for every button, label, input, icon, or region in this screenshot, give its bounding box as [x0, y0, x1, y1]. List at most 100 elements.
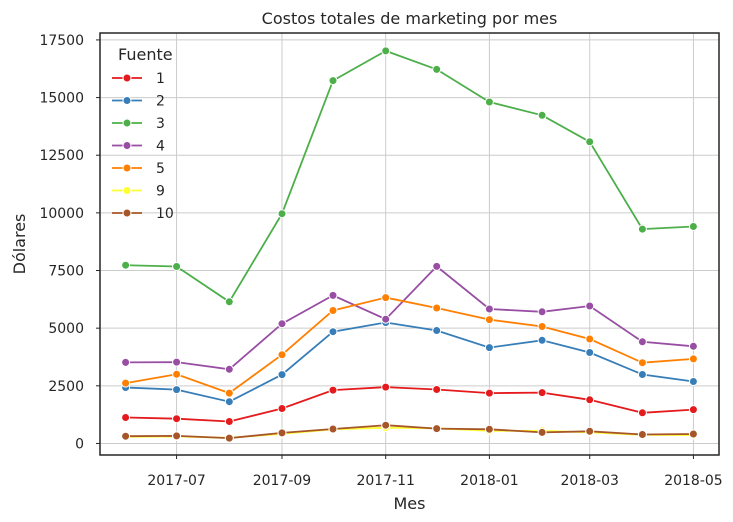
data-point-10	[688, 429, 698, 439]
data-point-5	[277, 350, 287, 360]
data-point-5	[537, 322, 547, 331]
y-axis-ticks: 0 2500 5000 7500 10000 12500 15000 17500	[39, 33, 100, 452]
legend-label: 3	[156, 116, 165, 132]
data-point-4	[537, 307, 547, 317]
grid	[100, 33, 719, 455]
legend-label: 10	[156, 206, 174, 222]
data-point-4	[484, 304, 494, 314]
y-tick-label: 15000	[39, 91, 84, 107]
x-axis-title: Mes	[394, 494, 426, 513]
data-point-5	[688, 354, 698, 364]
legend-label: 1	[156, 71, 165, 87]
legend-item-3: 3	[112, 116, 165, 132]
data-point-3	[381, 46, 391, 56]
legend-marker	[122, 208, 132, 218]
y-tick-label: 5000	[48, 321, 84, 337]
data-point-5	[637, 358, 647, 368]
series-lines	[125, 49, 694, 440]
data-point-4	[121, 357, 131, 367]
data-point-4	[585, 301, 595, 311]
legend-item-4: 4	[112, 139, 165, 155]
legend-title: Fuente	[118, 45, 173, 64]
legend-item-5: 5	[112, 161, 165, 177]
legend-marker	[122, 73, 132, 83]
y-tick-label: 10000	[39, 206, 84, 222]
data-point-4	[172, 357, 182, 367]
x-tick-label: 2018-01	[460, 473, 519, 489]
y-tick-label: 0	[75, 436, 84, 452]
data-point-5	[224, 388, 234, 398]
series-line-3	[125, 49, 694, 304]
legend: Fuente 1 2 3 4 5 9 10	[112, 45, 174, 222]
data-point-1	[585, 395, 595, 405]
data-point-4	[277, 319, 287, 329]
plot-frame	[99, 32, 720, 456]
legend-item-1: 1	[112, 71, 165, 87]
data-point-5	[172, 369, 182, 379]
data-point-3	[121, 260, 131, 270]
data-point-1	[121, 413, 131, 422]
data-point-3	[432, 64, 442, 74]
x-axis-ticks: 2017-07 2017-09 2017-11 2018-01 2018-03 2018-…	[147, 455, 723, 489]
data-point-2	[537, 335, 547, 345]
legend-item-9: 9	[112, 184, 165, 200]
data-point-10	[637, 430, 647, 439]
data-point-2	[585, 348, 595, 357]
legend-item-10: 10	[112, 206, 174, 222]
x-tick-label: 2018-03	[560, 473, 619, 489]
legend-label: 9	[156, 184, 165, 200]
series-points	[121, 46, 698, 443]
series-line-10	[125, 424, 694, 440]
series-line-2	[125, 321, 694, 403]
data-point-3	[172, 262, 182, 271]
data-point-3	[637, 224, 647, 234]
data-point-1	[224, 417, 234, 426]
x-tick-label: 2017-09	[253, 473, 312, 489]
y-tick-label: 7500	[48, 264, 84, 280]
data-point-4	[637, 337, 647, 347]
data-point-5	[121, 378, 131, 388]
legend-marker	[122, 141, 132, 150]
data-point-4	[224, 364, 234, 374]
data-point-2	[637, 370, 647, 379]
data-point-10	[381, 420, 391, 430]
legend-marker	[122, 96, 132, 105]
data-point-4	[328, 290, 338, 300]
data-point-4	[688, 341, 698, 351]
data-point-1	[484, 388, 494, 398]
data-point-5	[432, 303, 442, 313]
data-point-2	[328, 327, 338, 337]
data-point-3	[484, 97, 494, 107]
data-point-4	[432, 261, 442, 271]
data-point-3	[224, 297, 234, 307]
data-point-2	[432, 326, 442, 335]
x-tick-label: 2018-05	[664, 473, 723, 489]
chart-title: Costos totales de marketing por mes	[262, 9, 558, 28]
legend-item-2: 2	[112, 94, 165, 110]
data-point-5	[484, 315, 494, 325]
y-tick-label: 2500	[48, 379, 84, 395]
data-point-1	[328, 385, 338, 395]
series-line-4	[125, 265, 694, 371]
x-tick-label: 2017-11	[356, 473, 415, 489]
data-point-5	[585, 334, 595, 344]
data-point-3	[688, 222, 698, 231]
data-point-3	[328, 76, 338, 86]
y-tick-label: 17500	[39, 33, 84, 49]
data-point-2	[277, 370, 287, 380]
data-point-2	[688, 377, 698, 386]
data-point-1	[537, 388, 547, 398]
data-point-10	[537, 427, 547, 437]
data-point-10	[277, 428, 287, 438]
data-point-1	[432, 385, 442, 394]
legend-marker	[122, 118, 132, 128]
legend-label: 4	[156, 139, 165, 155]
data-point-10	[121, 431, 131, 441]
x-tick-label: 2017-07	[147, 473, 206, 489]
data-point-3	[537, 110, 547, 120]
y-tick-label: 12500	[39, 148, 84, 164]
data-point-1	[277, 404, 287, 413]
data-point-1	[381, 382, 391, 392]
y-axis-title: Dólares	[10, 214, 29, 275]
